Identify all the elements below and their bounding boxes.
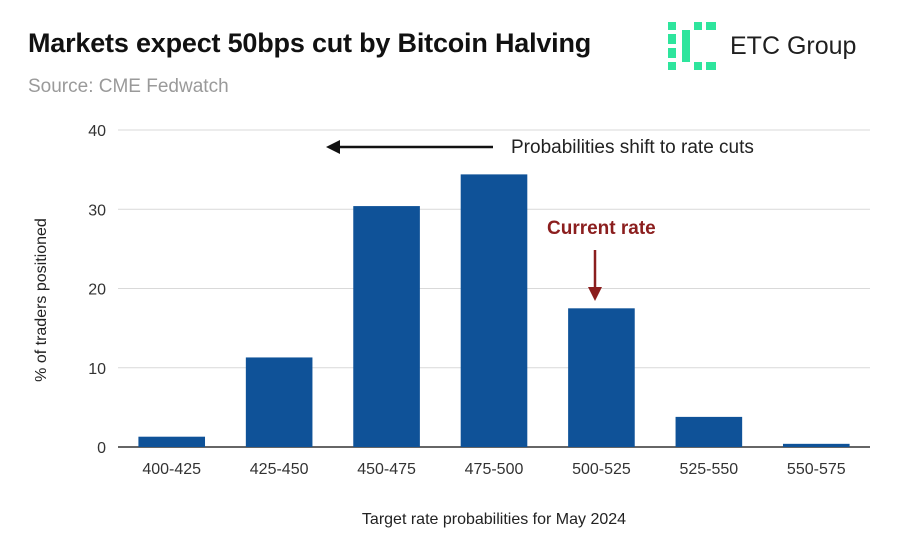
logo-block: [694, 62, 702, 70]
bar-475-500: [460, 174, 528, 447]
x-tick-label: 500-525: [572, 461, 631, 478]
logo-block: [668, 34, 676, 44]
tick-labels: 0 10 20 30 40 400-425 425-450 450-475 475-500 500…: [88, 123, 846, 478]
logo-block: [668, 62, 676, 70]
y-tick-label: 30: [88, 202, 106, 219]
current-arrow-head: [588, 287, 602, 301]
x-tick-label: 400-425: [142, 461, 201, 478]
current-rate-annotation: Current rate: [547, 218, 656, 239]
shift-arrow-head: [326, 140, 340, 154]
y-tick-label: 40: [88, 123, 106, 140]
bar-525-550: [675, 416, 743, 447]
x-tick-label: 550-575: [787, 461, 846, 478]
annotations: Probabilities shift to rate cuts Current…: [326, 137, 754, 301]
x-tick-label: 525-550: [679, 461, 738, 478]
logo-block: [668, 48, 676, 58]
logo-block: [694, 22, 702, 30]
bar-450-475: [353, 206, 420, 447]
y-axis-title: % of traders positioned: [33, 218, 50, 382]
bar-425-450: [245, 357, 313, 447]
bars: [138, 174, 850, 447]
etc-logo-icon: [668, 22, 716, 70]
bar-550-575: [782, 443, 850, 447]
chart-subtitle: Source: CME Fedwatch: [28, 76, 229, 97]
y-tick-label: 0: [97, 440, 106, 457]
y-tick-label: 10: [88, 361, 106, 378]
chart-title: Markets expect 50bps cut by Bitcoin Halv…: [28, 28, 592, 58]
logo-block: [682, 30, 690, 62]
logo-block: [706, 22, 716, 30]
x-tick-label: 425-450: [250, 461, 309, 478]
logo-text: ETC Group: [730, 31, 857, 60]
bar-500-525: [568, 308, 635, 447]
y-tick-label: 20: [88, 282, 106, 299]
logo-block: [668, 22, 676, 30]
logo-block: [706, 62, 716, 70]
shift-annotation: Probabilities shift to rate cuts: [511, 137, 754, 158]
x-tick-label: 475-500: [465, 461, 524, 478]
x-axis-title: Target rate probabilities for May 2024: [362, 511, 626, 528]
x-tick-label: 450-475: [357, 461, 416, 478]
etc-group-logo: ETC Group: [668, 22, 856, 70]
bar-400-425: [138, 436, 206, 447]
